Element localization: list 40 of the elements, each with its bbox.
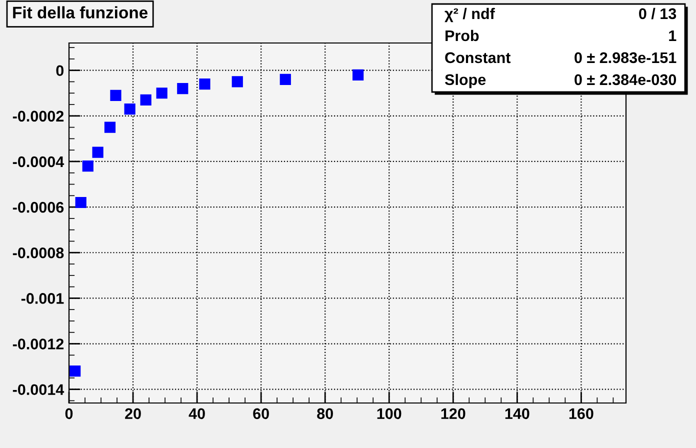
x-tick-label: 100 <box>377 408 402 420</box>
x-tick-label: 20 <box>125 408 141 420</box>
point <box>92 146 104 158</box>
annotation: Slope <box>444 74 486 88</box>
x-tick-label: 140 <box>505 408 530 420</box>
point <box>104 122 116 133</box>
chart-title: Fit della funzione <box>13 6 148 18</box>
annotation: 0 ± 2.983e-151 <box>574 52 676 64</box>
y-tick-label: -0.0002 <box>12 110 64 122</box>
text: Prob <box>446 30 479 42</box>
x-tick-label: 40 <box>188 408 205 420</box>
x-tick-label: 60 <box>253 408 269 420</box>
annotation: Constant <box>445 52 511 64</box>
point <box>82 160 94 172</box>
point <box>232 76 243 88</box>
point <box>140 94 152 106</box>
y-tick-label: -0.0014 <box>12 384 64 396</box>
point <box>280 74 291 86</box>
point <box>110 90 122 101</box>
point <box>124 104 136 115</box>
point <box>352 69 364 80</box>
point <box>70 366 81 377</box>
text: 1 <box>669 30 676 41</box>
text: 0 / 13 <box>639 8 676 20</box>
x-tick-label: 120 <box>441 408 466 420</box>
y-tick-label: 0 <box>56 65 64 76</box>
point <box>199 78 210 90</box>
y-tick-label: -0.0012 <box>12 338 64 350</box>
annotation: 0 ± 2.384e-030 <box>574 74 676 86</box>
point <box>156 88 168 99</box>
y-tick-label: -0.0004 <box>12 156 64 168</box>
y-tick-label: -0.0006 <box>12 202 64 213</box>
x-tick-label: 80 <box>317 408 333 420</box>
x-tick-label: 0 <box>65 408 73 420</box>
point <box>177 83 188 94</box>
y-tick-label: -0.001 <box>21 293 64 304</box>
y-tick-label: -0.0008 <box>12 247 64 258</box>
x-tick-label: 160 <box>569 408 594 420</box>
text: χ² / ndf <box>444 8 495 22</box>
point <box>75 196 86 208</box>
